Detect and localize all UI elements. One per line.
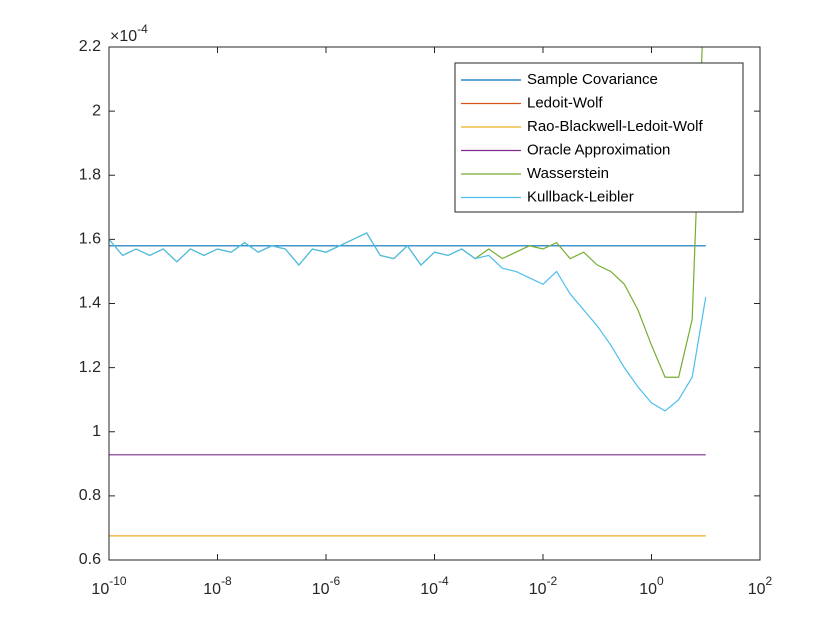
- y-tick-label: 0.8: [79, 487, 101, 504]
- x-tick-base: 10: [639, 581, 657, 598]
- legend-label: Oracle Approximation: [527, 141, 670, 158]
- legend-label: Rao-Blackwell-Ledoit-Wolf: [527, 118, 703, 135]
- y-tick-label: 1.4: [79, 295, 101, 312]
- x-tick-base: 10: [529, 581, 547, 598]
- x-tick-exponent: -4: [438, 574, 449, 588]
- x-tick-base: 10: [748, 581, 766, 598]
- x-tick-label: 10-10: [91, 574, 126, 598]
- x-tick-label: 100: [639, 574, 664, 598]
- x-tick-label: 10-2: [529, 574, 558, 598]
- x-tick-exponent: 2: [766, 574, 773, 588]
- legend: Sample Covariance Ledoit-Wolf Rao-Blackwel…: [454, 62, 744, 213]
- y-tick-label: 2.2: [79, 38, 101, 55]
- x-tick-label: 102: [748, 574, 773, 598]
- legend-label: Ledoit-Wolf: [527, 94, 603, 111]
- x-tick-label: 10-8: [203, 574, 232, 598]
- series-line: [109, 232, 707, 412]
- x-tick-label: 10-6: [312, 574, 341, 598]
- x-tick-exponent: -2: [547, 574, 558, 588]
- y-tick-label: 0.6: [79, 551, 101, 568]
- y-tick-label: 1.8: [79, 166, 101, 183]
- x-tick-exponent: -6: [330, 574, 341, 588]
- legend-label: Kullback-Leibler: [527, 188, 634, 205]
- y-multiplier: ×10-4: [110, 22, 148, 45]
- x-tick-exponent: -8: [221, 574, 232, 588]
- y-tick-label: 1.6: [79, 231, 101, 248]
- x-tick-exponent: -10: [109, 574, 127, 588]
- y-multiplier-base: ×10: [110, 28, 137, 45]
- x-tick-base: 10: [420, 581, 438, 598]
- y-tick-label: 2: [92, 102, 101, 119]
- x-tick-base: 10: [312, 581, 330, 598]
- x-tick-base: 10: [91, 581, 109, 598]
- legend-label: Sample Covariance: [527, 71, 658, 88]
- legend-label: Wasserstein: [527, 165, 609, 182]
- x-tick-base: 10: [203, 581, 221, 598]
- x-tick-exponent: 0: [657, 574, 664, 588]
- x-tick-label: 10-4: [420, 574, 449, 598]
- axes-box: [108, 46, 761, 561]
- legend-box: [454, 62, 744, 213]
- y-multiplier-exponent: -4: [137, 22, 148, 36]
- y-tick-label: 1.2: [79, 359, 101, 376]
- y-tick-label: 1: [92, 423, 101, 440]
